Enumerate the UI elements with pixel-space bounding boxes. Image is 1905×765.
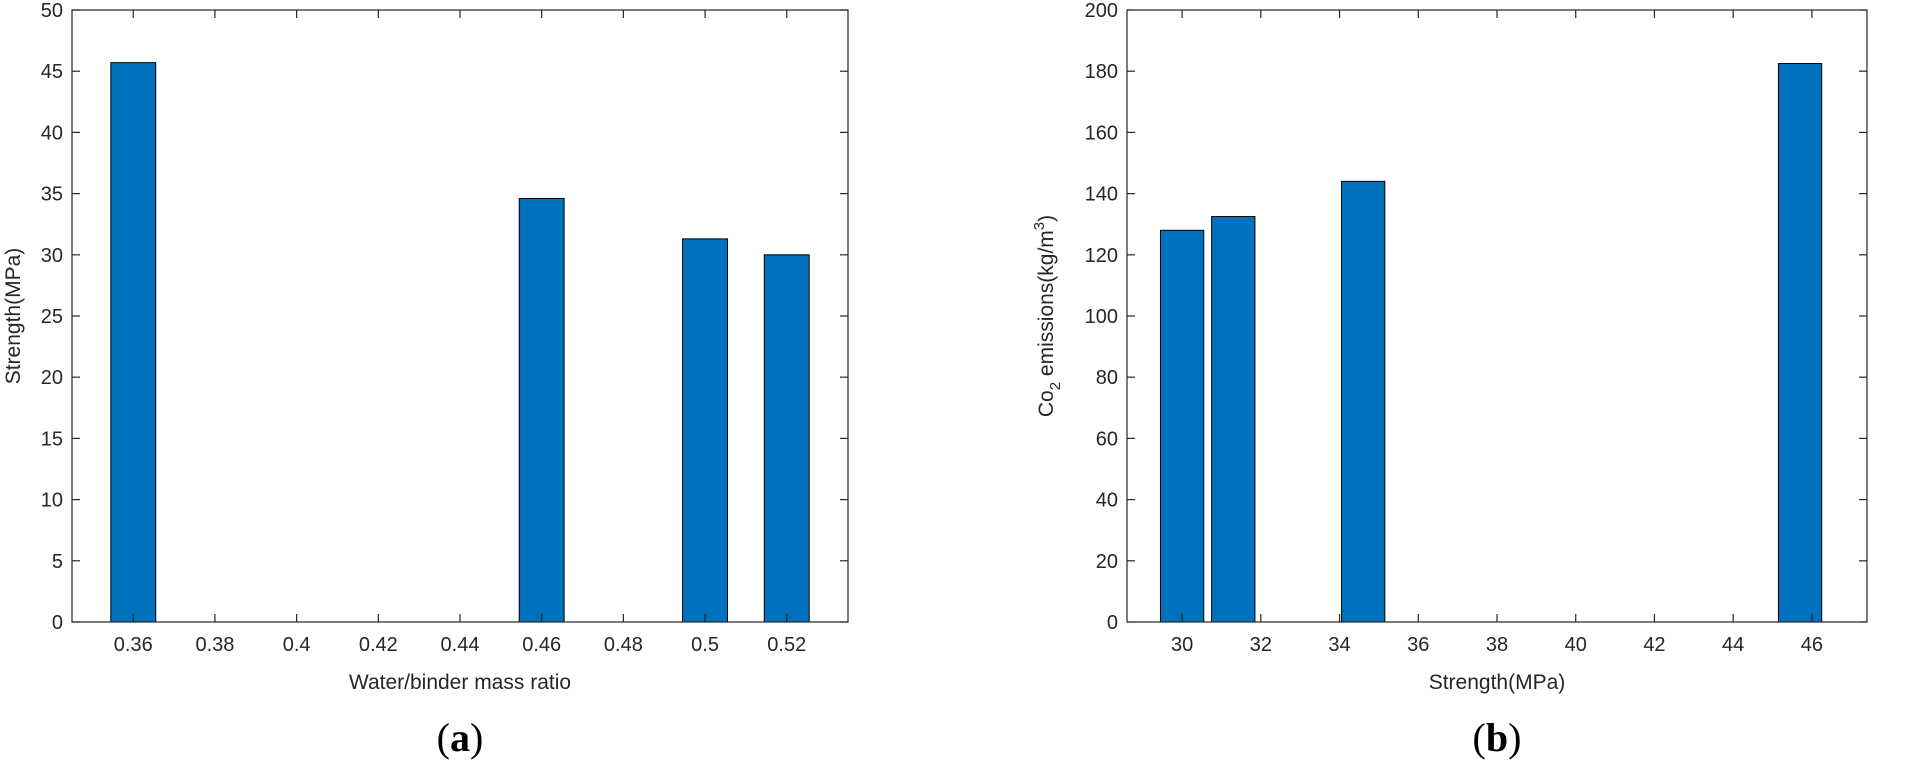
chart-a-y-tick-label: 25 [41,306,63,328]
chart-b-y-tick-label: 60 [1096,428,1118,450]
chart-a-x-tick-label: 0.38 [195,634,234,656]
chart-b-y-axis-label: Co2 emissions(kg/m3) [1031,215,1064,417]
chart-b-y-tick-label: 180 [1085,61,1118,83]
chart-a-bars [110,62,810,623]
chart-b-y-tick-label: 0 [1107,612,1118,634]
chart-b-bar-1 [1211,216,1256,623]
chart-b-bar-2 [1341,180,1386,623]
chart-a-x-tick-label: 0.44 [441,634,480,656]
chart-b-x-tick-label: 36 [1407,634,1429,656]
chart-a-x-tick-label: 0.48 [604,634,643,656]
chart-a-bar-1 [518,197,565,623]
chart-a-x-axis-label: Water/binder mass ratio [349,671,571,694]
chart-b-y-axis-label-main: Co [1035,390,1058,417]
chart-a-y-tick-label: 50 [41,0,63,22]
chart-b-y-tick-label: 200 [1085,0,1118,22]
chart-a-x-ticks: 0.36 0.38 0.4 0.42 0.44 0.46 0.48 0.5 0.52 [114,10,806,656]
chart-b-x-tick-label: 32 [1250,634,1272,656]
chart-b-x-tick-label: 46 [1801,634,1823,656]
chart-a-panel-letter: a [450,715,470,760]
chart-b-x-axis-label: Strength(MPa) [1429,671,1566,694]
chart-a-x-tick-label: 0.4 [283,634,311,656]
chart-a-x-tick-label: 0.46 [522,634,561,656]
chart-b-x-tick-label: 44 [1722,634,1744,656]
chart-a-y-tick-label: 30 [41,245,63,267]
chart-a-y-tick-label: 20 [41,367,63,389]
chart-a-x-tick-label: 0.5 [691,634,719,656]
chart-b-y-tick-label: 40 [1096,490,1118,512]
chart-a-y-tick-label: 35 [41,184,63,206]
chart-a-y-ticks: 0 5 10 15 20 25 30 35 40 45 50 [41,0,848,634]
chart-b-y-tick-label: 160 [1085,122,1118,144]
chart-b-y-tick-label: 20 [1096,551,1118,573]
chart-a-y-tick-label: 10 [41,490,63,512]
chart-a-panel-label: (a) [437,715,484,760]
chart-a-y-tick-label: 5 [52,551,63,573]
chart-b-y-ticks: 0 20 40 60 80 100 120 140 160 180 200 [1085,0,1867,634]
chart-a-axes-box [71,9,849,623]
chart-b-x-ticks: 30 32 34 36 38 40 42 44 46 [1171,10,1823,656]
chart-b-y-axis-label-middle: emissions(kg/m [1035,230,1058,382]
chart-b-y-tick-label: 80 [1096,367,1118,389]
chart-b-y-tick-label: 120 [1085,245,1118,267]
chart-a-bar-0 [110,62,157,623]
chart-b-y-axis-label-superscript: 3 [1031,222,1048,230]
chart-a-y-tick-label: 40 [41,122,63,144]
chart-b-y-tick-label: 140 [1085,184,1118,206]
chart-a-x-tick-label: 0.42 [359,634,398,656]
chart-b-x-tick-label: 38 [1486,634,1508,656]
chart-a-bar-2 [682,238,729,623]
chart-b-x-tick-label: 42 [1643,634,1665,656]
chart-b-panel-letter: b [1486,715,1508,760]
chart-b-bars [1159,63,1823,623]
chart-b-x-tick-label: 30 [1171,634,1193,656]
chart-b-y-tick-label: 100 [1085,306,1118,328]
chart-b: 30 32 34 36 38 40 42 44 46 020406080100120140160… [1031,0,1868,760]
chart-b-x-tick-label: 34 [1328,634,1350,656]
chart-b-panel-label: (b) [1473,715,1522,760]
chart-b-bar-0 [1159,229,1205,623]
chart-b-y-axis-label-end: ) [1035,215,1058,222]
chart-a-x-tick-label: 0.52 [767,634,806,656]
chart-a: 0.36 0.38 0.4 0.42 0.44 0.46 0.48 0.5 0.52 0 5 10 1… [2,0,849,760]
chart-a-y-tick-label: 15 [41,428,63,450]
chart-b-y-axis-label-subscript: 2 [1047,382,1064,390]
chart-a-x-tick-label: 0.36 [114,634,153,656]
chart-a-y-tick-label: 45 [41,61,63,83]
chart-a-y-tick-label: 0 [52,612,63,634]
chart-b-x-tick-label: 40 [1565,634,1587,656]
chart-a-bar-3 [763,254,810,623]
chart-b-bar-3 [1777,63,1823,623]
chart-a-y-axis-label: Strength(MPa) [2,248,25,385]
